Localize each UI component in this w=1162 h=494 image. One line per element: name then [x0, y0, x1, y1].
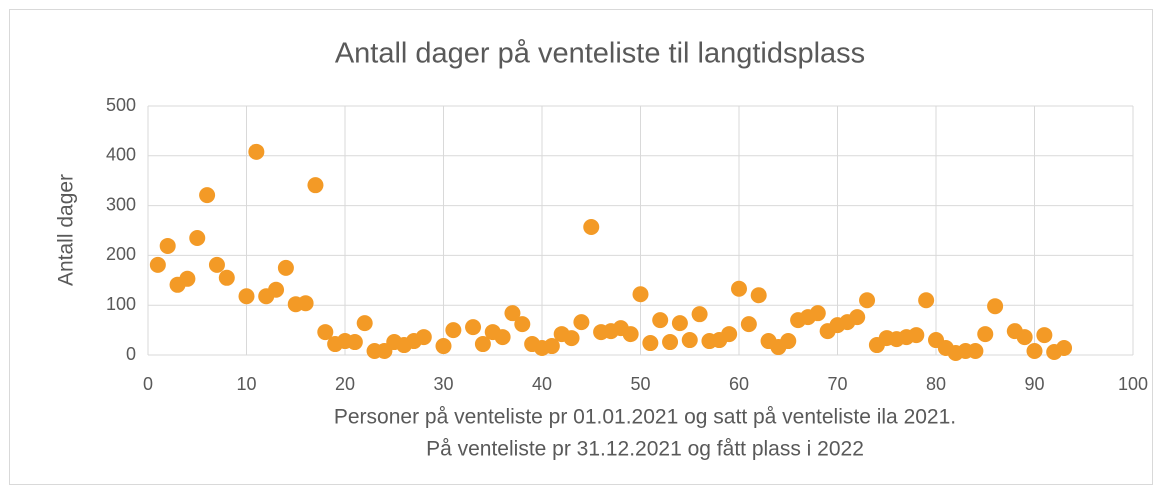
point [504, 305, 521, 322]
point [356, 315, 373, 332]
chart-title: Antall dager på venteliste til langtidsp… [335, 38, 865, 70]
point [543, 338, 560, 355]
x-tick-label: 20 [335, 374, 355, 394]
point [642, 335, 659, 352]
point [268, 281, 285, 298]
point [1026, 343, 1043, 360]
point [583, 219, 600, 236]
x-tick-label: 40 [532, 374, 552, 394]
point [987, 298, 1004, 315]
point [977, 326, 994, 343]
point [514, 316, 531, 333]
x-tick-label: 80 [926, 374, 946, 394]
point [573, 314, 590, 331]
y-tick-label: 300 [106, 194, 136, 214]
y-axis-title: Antall dager [55, 174, 78, 286]
point [849, 309, 866, 326]
point [859, 292, 876, 309]
point [297, 295, 314, 312]
y-tick-label: 0 [126, 344, 136, 364]
point [189, 229, 206, 246]
y-tick-label: 500 [106, 95, 136, 115]
point [691, 306, 708, 323]
point [159, 237, 176, 254]
point [809, 305, 826, 322]
point [474, 336, 491, 353]
point [662, 334, 679, 351]
x-tick-label: 0 [143, 374, 153, 394]
y-tick-label: 200 [106, 244, 136, 264]
point [307, 177, 324, 194]
point [671, 315, 688, 332]
point [780, 333, 797, 350]
point [563, 330, 580, 347]
point [750, 287, 767, 304]
x-tick-label: 100 [1118, 374, 1148, 394]
x-tick-label: 10 [236, 374, 256, 394]
point [248, 143, 265, 160]
y-tick-label: 100 [106, 294, 136, 314]
point [652, 312, 669, 329]
point [494, 329, 511, 346]
point [632, 286, 649, 303]
point [149, 256, 166, 273]
chart-frame [9, 9, 1153, 485]
point [218, 269, 235, 286]
x-tick-label: 90 [1024, 374, 1044, 394]
x-tick-label: 30 [433, 374, 453, 394]
point [346, 334, 363, 351]
point [622, 326, 639, 343]
point [1056, 340, 1073, 357]
point [740, 316, 757, 333]
point [731, 280, 747, 297]
point [445, 322, 462, 339]
point [1036, 327, 1053, 344]
point [681, 332, 698, 349]
x-tick-label: 50 [630, 374, 650, 394]
point [179, 270, 196, 287]
point [1016, 329, 1033, 346]
point [465, 319, 482, 336]
point [908, 327, 925, 344]
y-tick-label: 400 [106, 145, 136, 165]
point [199, 187, 216, 204]
point [918, 292, 935, 309]
x-axis-title: Personer på venteliste pr 01.01.2021 og … [334, 406, 956, 429]
point [967, 343, 984, 360]
x-tick-label: 60 [729, 374, 749, 394]
x-axis-title: På venteliste pr 31.12.2021 og fått plas… [426, 438, 864, 461]
x-tick-label: 70 [827, 374, 847, 394]
point [317, 324, 334, 341]
point [238, 288, 255, 305]
point [435, 338, 452, 355]
point [721, 326, 738, 343]
point [277, 259, 294, 276]
point [208, 256, 225, 273]
point [415, 329, 432, 346]
